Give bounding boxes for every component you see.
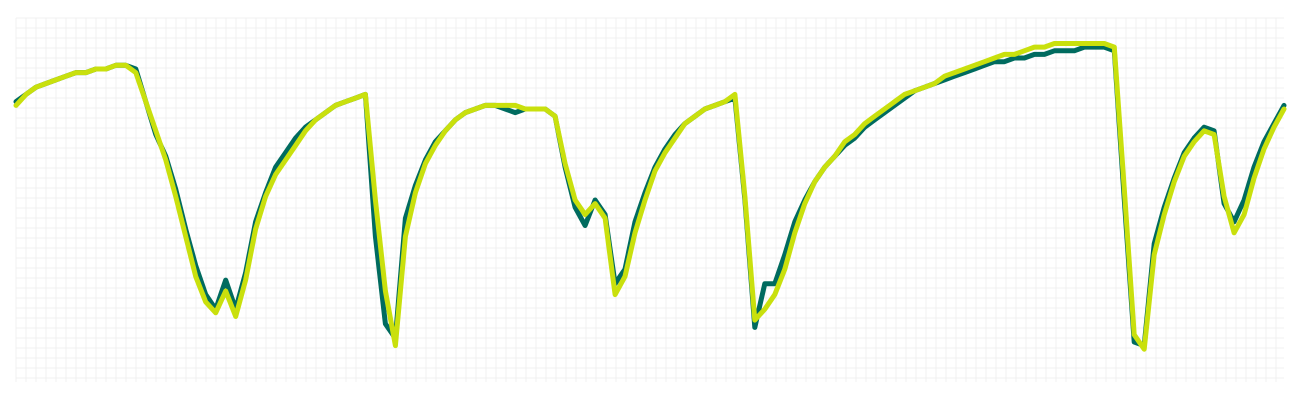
series-lines	[13, 41, 1287, 352]
series-line-2	[13, 41, 1287, 352]
grid	[15, 17, 1284, 382]
